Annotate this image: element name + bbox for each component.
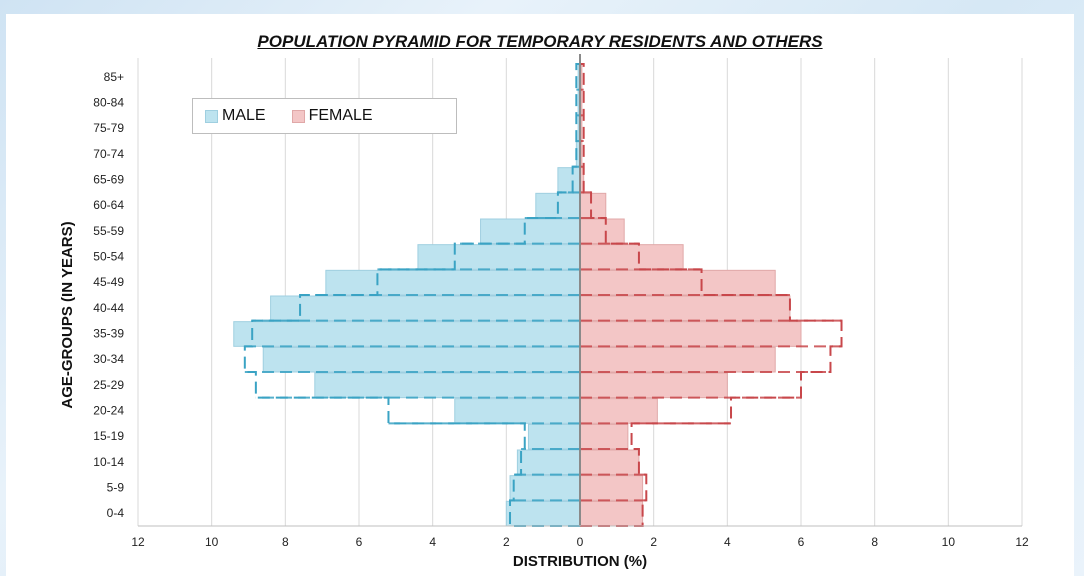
y-tick-label: 25-29 bbox=[93, 378, 124, 392]
male-bar bbox=[454, 398, 581, 424]
y-tick-label: 85+ bbox=[104, 70, 124, 84]
legend-swatch-male bbox=[205, 109, 218, 123]
y-tick-label: 35-39 bbox=[93, 327, 124, 341]
x-axis-title: DISTRIBUTION (%) bbox=[513, 553, 647, 570]
y-tick-label: 65-69 bbox=[93, 173, 124, 187]
x-tick-label: 4 bbox=[429, 535, 436, 549]
y-tick-label: 10-14 bbox=[93, 455, 124, 469]
male-bar bbox=[505, 500, 581, 527]
female-bar bbox=[579, 346, 776, 373]
female-bar bbox=[579, 423, 629, 450]
female-bar bbox=[579, 192, 607, 219]
x-tick-label: 2 bbox=[503, 535, 510, 549]
dashed-outline-layer bbox=[243, 63, 843, 527]
y-tick-label: 80-84 bbox=[93, 96, 124, 110]
y-tick-label: 55-59 bbox=[93, 224, 124, 238]
male-bar bbox=[314, 372, 581, 399]
x-tick-label: 0 bbox=[577, 535, 584, 549]
legend-label-male: MALE bbox=[222, 107, 266, 124]
y-tick-label: 40-44 bbox=[93, 301, 124, 315]
axis-layer: 12 10 8 6 4 2 0 2 4 6 8 10 12 0-4 5-9 10-14 15-19 20-24 25… bbox=[93, 54, 1029, 549]
male-dashed-outline bbox=[243, 63, 580, 527]
legend-item-female: FEMALE bbox=[291, 107, 373, 125]
legend-item-male: MALE bbox=[205, 107, 266, 125]
y-tick-label: 75-79 bbox=[93, 121, 124, 135]
male-bar bbox=[262, 346, 581, 373]
y-tick-label: 70-74 bbox=[93, 147, 124, 161]
female-bar bbox=[579, 218, 625, 245]
x-tick-label: 10 bbox=[205, 535, 219, 549]
female-bar bbox=[579, 449, 640, 476]
x-tick-label: 12 bbox=[131, 535, 145, 549]
bar-layer bbox=[233, 64, 802, 527]
legend: MALE FEMALE bbox=[192, 98, 457, 134]
female-bar bbox=[579, 398, 658, 424]
y-tick-label: 15-19 bbox=[93, 429, 124, 443]
male-bar bbox=[480, 218, 581, 245]
male-bar bbox=[270, 295, 581, 322]
male-bar bbox=[557, 167, 581, 193]
y-tick-label: 20-24 bbox=[93, 404, 124, 418]
y-tick-label: 0-4 bbox=[107, 506, 125, 520]
x-tick-label: 4 bbox=[724, 535, 731, 549]
y-tick-label: 60-64 bbox=[93, 198, 124, 212]
male-bar bbox=[417, 244, 581, 270]
x-tick-label: 8 bbox=[282, 535, 289, 549]
male-bar bbox=[516, 449, 581, 476]
chart-title: POPULATION PYRAMID FOR TEMPORARY RESIDEN… bbox=[257, 32, 823, 51]
x-tick-label: 2 bbox=[650, 535, 657, 549]
y-tick-label: 45-49 bbox=[93, 275, 124, 289]
male-bar bbox=[509, 475, 581, 501]
male-bar bbox=[325, 269, 581, 296]
legend-swatch-female bbox=[291, 109, 305, 123]
chart-panel: POPULATION PYRAMID FOR TEMPORARY RESIDEN… bbox=[6, 14, 1074, 576]
female-bar bbox=[579, 244, 684, 270]
male-bar bbox=[527, 423, 581, 450]
female-bar bbox=[579, 500, 644, 527]
female-bar bbox=[579, 269, 776, 296]
x-tick-label: 6 bbox=[356, 535, 363, 549]
female-dashed-outline bbox=[580, 63, 843, 527]
female-bar bbox=[579, 295, 791, 322]
population-pyramid-chart: 12 10 8 6 4 2 0 2 4 6 8 10 12 0-4 5-9 10-14 15-19 20-24 25… bbox=[59, 54, 1029, 570]
y-axis-title: AGE-GROUPS (IN YEARS) bbox=[59, 221, 76, 408]
male-bar bbox=[233, 321, 581, 347]
y-tick-label: 30-34 bbox=[93, 352, 124, 366]
legend-label-female: FEMALE bbox=[308, 107, 373, 124]
x-tick-label: 8 bbox=[871, 535, 878, 549]
y-tick-label: 5-9 bbox=[107, 481, 125, 495]
female-bar bbox=[579, 475, 644, 501]
female-bar bbox=[579, 321, 802, 347]
x-tick-label: 6 bbox=[798, 535, 805, 549]
female-bar bbox=[579, 372, 728, 399]
y-tick-label: 50-54 bbox=[93, 250, 124, 264]
x-tick-label: 12 bbox=[1015, 535, 1029, 549]
x-tick-label: 10 bbox=[942, 535, 956, 549]
